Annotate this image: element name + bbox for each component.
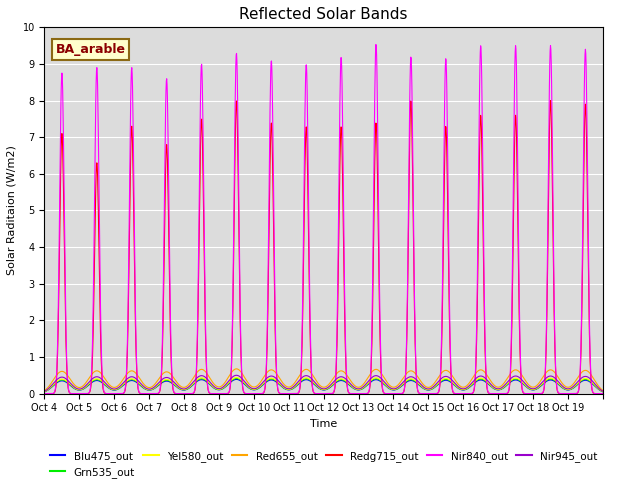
- Grn535_out: [456, 386, 463, 392]
- Y-axis label: Solar Raditaion (W/m2): Solar Raditaion (W/m2): [7, 145, 17, 276]
- Nir945_out: [310, 378, 317, 384]
- Yel580_out: [599, 389, 607, 395]
- Nir945_out: [233, 372, 241, 378]
- Nir945_out: [40, 388, 48, 394]
- Blu475_out: [456, 386, 463, 392]
- Grn535_out: [299, 377, 307, 383]
- Nir840_out: [40, 391, 48, 396]
- Redg715_out: [455, 391, 463, 396]
- Redg715_out: [128, 123, 136, 129]
- Nir840_out: [372, 42, 380, 48]
- Blu475_out: [538, 383, 545, 388]
- Grn535_out: [599, 389, 607, 395]
- Yel580_out: [233, 375, 241, 381]
- Blu475_out: [599, 389, 607, 395]
- Nir945_out: [592, 383, 600, 388]
- Yel580_out: [128, 376, 136, 382]
- Yel580_out: [310, 379, 317, 385]
- Red655_out: [128, 368, 136, 374]
- Nir840_out: [128, 65, 136, 71]
- Red655_out: [456, 383, 463, 388]
- Blu475_out: [299, 378, 307, 384]
- Line: Grn535_out: Grn535_out: [44, 379, 603, 392]
- Nir840_out: [456, 391, 463, 396]
- Line: Redg715_out: Redg715_out: [44, 101, 603, 394]
- Blu475_out: [40, 389, 48, 395]
- Blu475_out: [592, 384, 600, 390]
- Grn535_out: [233, 376, 241, 382]
- Line: Blu475_out: Blu475_out: [44, 379, 603, 392]
- Legend: Blu475_out, Grn535_out, Yel580_out, Red655_out, Redg715_out, Nir840_out, Nir945_: Blu475_out, Grn535_out, Yel580_out, Red6…: [45, 446, 602, 480]
- Redg715_out: [298, 328, 306, 334]
- Nir945_out: [538, 380, 545, 386]
- Grn535_out: [538, 382, 545, 388]
- Nir945_out: [456, 385, 463, 391]
- Red655_out: [299, 368, 307, 374]
- Blu475_out: [310, 381, 317, 386]
- Red655_out: [599, 387, 607, 393]
- Yel580_out: [592, 384, 600, 389]
- Blu475_out: [128, 378, 136, 384]
- Red655_out: [592, 380, 600, 385]
- Nir840_out: [592, 391, 600, 396]
- Line: Yel580_out: Yel580_out: [44, 378, 603, 392]
- Grn535_out: [310, 380, 317, 386]
- Nir840_out: [309, 387, 317, 393]
- Redg715_out: [592, 391, 600, 396]
- Yel580_out: [456, 385, 463, 391]
- Yel580_out: [40, 389, 48, 395]
- Text: BA_arable: BA_arable: [56, 43, 125, 56]
- Red655_out: [538, 377, 545, 383]
- Line: Nir840_out: Nir840_out: [44, 45, 603, 394]
- Nir945_out: [128, 374, 136, 380]
- Nir840_out: [298, 313, 306, 319]
- Nir945_out: [299, 374, 307, 380]
- Yel580_out: [538, 382, 545, 387]
- Grn535_out: [40, 389, 48, 395]
- Redg715_out: [599, 391, 607, 396]
- Redg715_out: [309, 387, 317, 393]
- X-axis label: Time: Time: [310, 419, 337, 429]
- Grn535_out: [128, 377, 136, 383]
- Line: Red655_out: Red655_out: [44, 369, 603, 391]
- Red655_out: [310, 373, 317, 379]
- Nir840_out: [599, 391, 607, 396]
- Line: Nir945_out: Nir945_out: [44, 375, 603, 391]
- Nir840_out: [538, 391, 545, 396]
- Red655_out: [40, 388, 48, 394]
- Yel580_out: [299, 376, 307, 382]
- Redg715_out: [547, 98, 554, 104]
- Red655_out: [233, 366, 241, 372]
- Redg715_out: [40, 391, 48, 396]
- Redg715_out: [537, 391, 545, 396]
- Grn535_out: [592, 384, 600, 390]
- Blu475_out: [233, 376, 241, 382]
- Title: Reflected Solar Bands: Reflected Solar Bands: [239, 7, 408, 22]
- Nir945_out: [599, 388, 607, 394]
